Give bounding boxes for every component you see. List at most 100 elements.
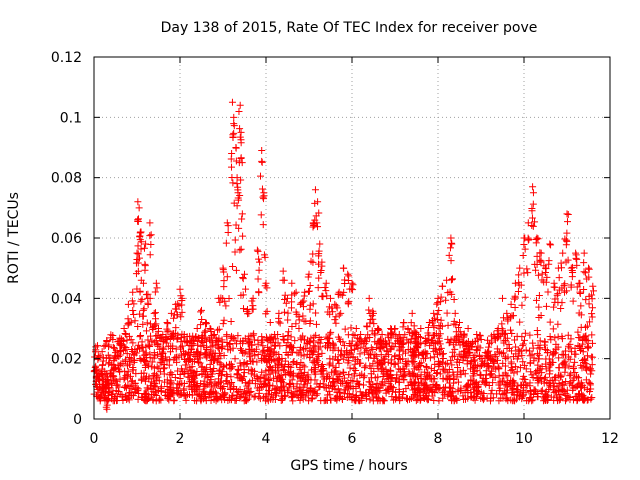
data-point bbox=[408, 330, 416, 338]
data-point bbox=[153, 284, 161, 292]
data-point bbox=[258, 158, 266, 166]
data-point bbox=[468, 340, 476, 348]
data-point bbox=[110, 344, 118, 352]
data-point bbox=[130, 300, 138, 308]
data-point bbox=[456, 318, 463, 326]
data-point bbox=[435, 337, 443, 345]
data-point bbox=[357, 359, 365, 367]
data-point bbox=[431, 339, 439, 347]
data-point bbox=[580, 259, 588, 267]
data-point bbox=[236, 246, 244, 254]
data-point bbox=[272, 362, 280, 370]
data-point bbox=[332, 319, 340, 327]
data-point bbox=[225, 294, 233, 302]
data-point bbox=[433, 386, 441, 394]
data-point bbox=[128, 378, 136, 386]
data-point bbox=[141, 260, 149, 268]
data-point bbox=[258, 368, 266, 376]
data-point bbox=[235, 366, 243, 374]
data-point bbox=[541, 373, 549, 381]
data-point bbox=[236, 192, 244, 200]
data-point bbox=[134, 341, 142, 349]
data-point bbox=[102, 384, 110, 392]
data-point bbox=[284, 316, 292, 324]
data-point bbox=[139, 279, 147, 287]
data-point bbox=[305, 375, 313, 383]
data-point bbox=[191, 397, 199, 405]
data-point bbox=[378, 331, 386, 339]
data-point bbox=[160, 370, 168, 378]
data-point bbox=[427, 365, 435, 373]
data-point bbox=[254, 375, 262, 383]
data-point bbox=[446, 384, 454, 392]
data-point bbox=[423, 363, 431, 371]
data-point bbox=[434, 294, 442, 302]
data-point bbox=[516, 347, 524, 355]
data-point bbox=[180, 380, 188, 388]
data-point bbox=[516, 264, 524, 272]
data-point bbox=[328, 368, 336, 376]
data-point bbox=[171, 373, 179, 381]
data-point bbox=[131, 380, 139, 388]
data-point bbox=[520, 269, 528, 277]
data-point bbox=[279, 267, 287, 275]
data-point bbox=[396, 345, 404, 353]
data-point bbox=[202, 327, 210, 335]
data-point bbox=[275, 367, 283, 375]
data-point bbox=[360, 348, 368, 356]
data-point bbox=[379, 395, 387, 403]
data-point bbox=[244, 310, 252, 318]
data-point bbox=[542, 269, 550, 277]
data-point bbox=[530, 354, 538, 362]
data-point bbox=[513, 332, 521, 340]
data-point bbox=[281, 363, 289, 371]
data-point bbox=[373, 379, 381, 387]
data-point bbox=[306, 317, 314, 325]
data-point bbox=[208, 370, 216, 378]
data-point bbox=[129, 392, 137, 400]
data-point bbox=[239, 232, 247, 240]
data-point bbox=[369, 388, 377, 396]
data-point bbox=[258, 333, 266, 341]
data-point bbox=[574, 374, 582, 382]
data-point bbox=[575, 309, 583, 317]
data-point bbox=[381, 378, 389, 386]
data-point bbox=[227, 373, 235, 381]
data-point bbox=[278, 387, 286, 395]
data-point bbox=[476, 371, 484, 379]
data-point bbox=[455, 323, 463, 331]
data-point bbox=[296, 343, 304, 351]
data-point bbox=[350, 372, 358, 380]
data-point bbox=[361, 364, 369, 372]
data-point bbox=[157, 383, 165, 391]
data-point bbox=[258, 185, 266, 193]
data-point bbox=[143, 319, 151, 327]
data-point bbox=[458, 337, 466, 345]
data-point bbox=[292, 361, 300, 369]
data-point bbox=[567, 370, 575, 378]
data-point bbox=[286, 380, 294, 388]
data-point bbox=[495, 381, 503, 389]
data-point bbox=[400, 319, 408, 327]
data-point bbox=[232, 144, 240, 152]
data-point bbox=[242, 285, 250, 293]
data-point bbox=[213, 326, 221, 334]
data-point bbox=[499, 390, 507, 398]
data-point bbox=[332, 363, 340, 371]
data-point bbox=[368, 374, 376, 382]
data-point bbox=[203, 345, 211, 353]
data-point bbox=[297, 351, 305, 359]
data-point bbox=[279, 333, 287, 341]
data-point bbox=[374, 325, 382, 333]
data-point bbox=[288, 376, 296, 384]
data-point bbox=[449, 348, 457, 356]
data-point bbox=[103, 405, 111, 413]
data-point bbox=[549, 325, 557, 333]
data-point bbox=[413, 331, 420, 339]
data-point bbox=[277, 372, 285, 380]
data-point bbox=[535, 292, 543, 299]
data-point bbox=[256, 395, 264, 403]
data-point bbox=[219, 320, 227, 328]
data-point bbox=[287, 333, 295, 341]
data-point bbox=[349, 384, 357, 392]
